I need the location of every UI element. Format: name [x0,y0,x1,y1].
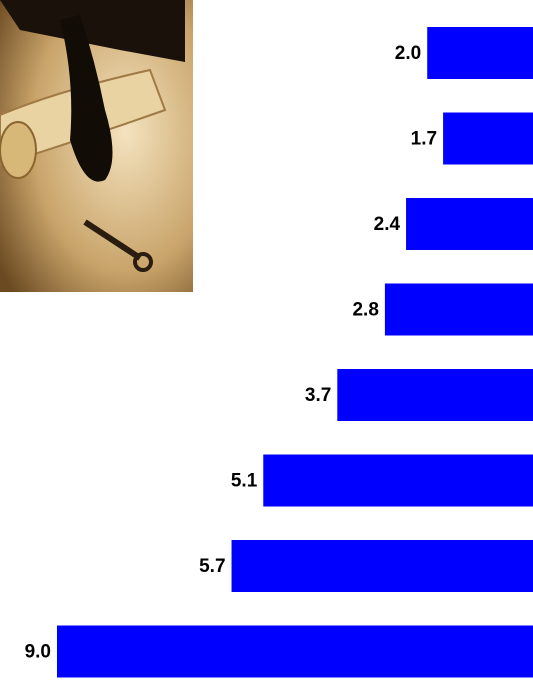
bar [384,283,533,336]
bar [427,27,533,79]
value-label: 2.0 [395,43,421,64]
bar [231,540,533,592]
value-label: 5.1 [231,471,258,492]
value-label: 1.7 [411,129,437,150]
photo [0,0,193,292]
bar [337,369,533,421]
bar [443,112,533,165]
value-label: 9.0 [25,642,51,663]
bar [263,454,533,507]
value-label: 2.8 [352,300,378,321]
value-label: 5.7 [199,556,225,577]
value-label: 2.4 [374,214,401,235]
bar [57,625,533,678]
bar [406,198,533,250]
value-label: 3.7 [305,385,331,406]
